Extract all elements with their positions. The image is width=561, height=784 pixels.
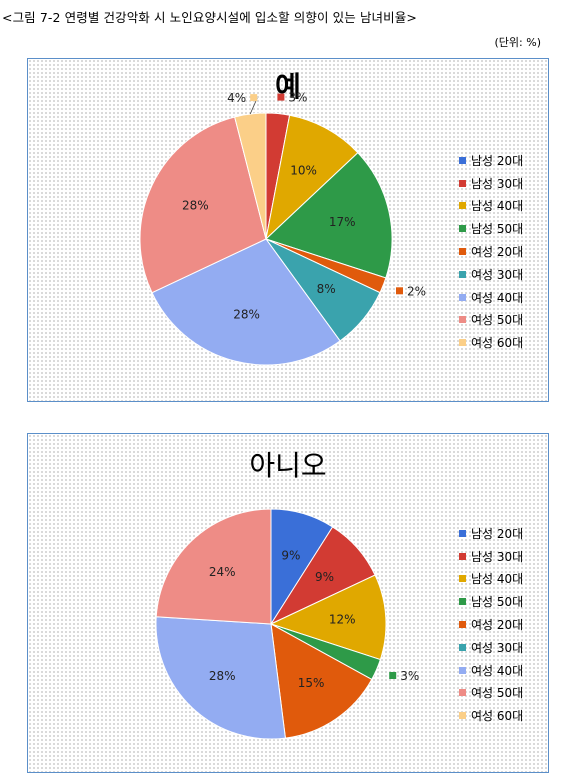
legend-label: 여성 50대 <box>471 686 524 701</box>
legend-item: 남성 20대 <box>459 522 523 545</box>
legend-label: 여성 50대 <box>471 313 524 328</box>
legend-swatch <box>459 339 466 347</box>
pie-chart: 3% 10% 17% 2% 8% 28% 28% 4% <box>139 91 426 366</box>
figure-title: <그림 7-2 연령별 건강악화 시 노인요양시설에 입소할 의향이 있는 남녀… <box>2 10 417 25</box>
legend-swatch <box>459 552 466 560</box>
legend-item: 남성 50대 <box>459 590 523 613</box>
data-label: 24% <box>209 565 236 579</box>
data-label-marker <box>250 94 258 102</box>
legend-swatch <box>459 643 466 651</box>
legend-item: 여성 60대 <box>459 704 523 727</box>
chart-title: 아니오 <box>249 449 327 482</box>
legend-swatch <box>459 202 466 210</box>
legend-item: 여성 50대 <box>459 309 523 332</box>
legend-swatch <box>459 248 466 256</box>
legend-item: 여성 30대 <box>459 636 523 659</box>
legend-swatch <box>459 689 466 697</box>
data-label: 17% <box>329 215 356 229</box>
legend-swatch <box>459 598 466 606</box>
pie-chart: 9% 9% 12% 3% 15% 28% 24% <box>155 508 419 740</box>
legend-swatch <box>459 529 466 537</box>
pie-slice <box>265 152 393 279</box>
legend-label: 남성 50대 <box>471 595 524 610</box>
legend-swatch <box>459 270 466 278</box>
legend-label: 여성 30대 <box>471 267 524 282</box>
legend-label: 여성 30대 <box>471 640 524 655</box>
legend-label: 여성 40대 <box>471 290 524 305</box>
legend-label: 남성 20대 <box>471 153 524 168</box>
pie-slice <box>269 574 387 661</box>
data-label-marker <box>389 672 397 679</box>
legend-label: 남성 30대 <box>471 549 524 564</box>
legend-swatch <box>459 293 466 301</box>
legend-swatch <box>459 316 466 324</box>
legend-label: 남성 40대 <box>471 572 524 587</box>
legend-label: 여성 20대 <box>471 245 524 260</box>
legend-swatch <box>459 156 466 164</box>
data-label: 28% <box>182 199 209 213</box>
legend-item: 여성 20대 <box>459 613 523 636</box>
data-label-marker <box>277 93 285 101</box>
unit-label: (단위: %) <box>494 36 541 49</box>
legend-item: 여성 40대 <box>459 659 523 682</box>
legend-item: 남성 30대 <box>459 172 523 195</box>
legend-item: 여성 60대 <box>459 331 523 354</box>
data-label: 4% <box>227 91 246 105</box>
pie-slice <box>265 114 359 241</box>
legend-swatch <box>459 179 466 187</box>
pie-slice <box>139 116 267 294</box>
data-label-marker <box>396 287 403 295</box>
data-label: 12% <box>329 613 356 627</box>
pie-slice <box>155 508 272 625</box>
pie-slice <box>155 616 286 740</box>
legend-label: 여성 20대 <box>471 618 524 633</box>
pie-slice <box>270 623 373 739</box>
data-label: 3% <box>288 91 307 105</box>
legend-label: 남성 40대 <box>471 199 524 214</box>
legend-item: 남성 30대 <box>459 545 523 568</box>
data-label: 9% <box>315 570 334 584</box>
data-label: 3% <box>400 669 419 683</box>
legend-label: 남성 30대 <box>471 176 524 191</box>
data-label: 15% <box>298 676 325 690</box>
legend-label: 여성 40대 <box>471 663 524 678</box>
legend-item: 남성 20대 <box>459 149 523 172</box>
legend-item: 남성 50대 <box>459 217 523 240</box>
legend-item: 여성 40대 <box>459 286 523 309</box>
data-label: 28% <box>209 669 236 683</box>
legend-item: 남성 40대 <box>459 568 523 591</box>
legend-item: 여성 50대 <box>459 682 523 705</box>
data-label: 28% <box>233 308 260 322</box>
legend-label: 남성 50대 <box>471 222 524 237</box>
pie-slice <box>151 238 341 366</box>
data-label: 10% <box>290 164 317 178</box>
legend-item: 남성 40대 <box>459 195 523 218</box>
legend-swatch <box>459 225 466 233</box>
legend-label: 남성 20대 <box>471 526 524 541</box>
data-label: 9% <box>281 549 300 563</box>
data-label: 8% <box>317 282 336 296</box>
legend-swatch <box>459 575 466 583</box>
chart-panel-yes: 예 3% 10% 17% 2% 8% 28% 28% 4% 남성 20대 남성 30대 남성 40… <box>27 58 549 402</box>
data-label: 2% <box>407 284 426 298</box>
legend-swatch <box>459 712 466 720</box>
legend-label: 여성 60대 <box>471 709 524 724</box>
legend-item: 여성 20대 <box>459 240 523 263</box>
legend-label: 여성 60대 <box>471 336 524 351</box>
legend-swatch <box>459 666 466 674</box>
legend-item: 여성 30대 <box>459 263 523 286</box>
legend-swatch <box>459 621 466 629</box>
